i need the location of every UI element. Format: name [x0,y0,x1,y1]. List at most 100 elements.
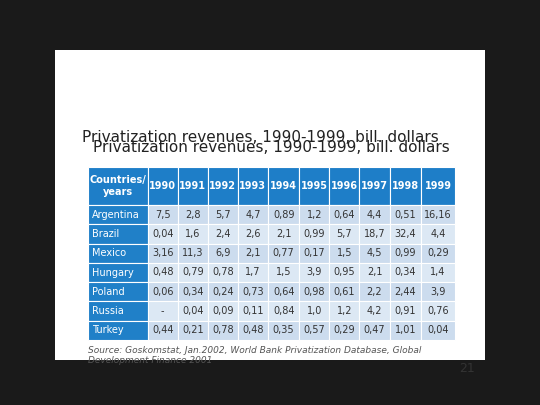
Bar [268,263,299,282]
Text: 0,91: 0,91 [395,306,416,316]
Bar [389,243,421,263]
Text: 0,51: 0,51 [395,210,416,220]
Bar [360,263,389,282]
Text: 1997: 1997 [361,181,388,191]
Bar [329,167,360,205]
Text: 4,4: 4,4 [430,229,445,239]
Text: 1996: 1996 [331,181,358,191]
Text: 1,5: 1,5 [337,248,352,258]
Text: 0,04: 0,04 [182,306,204,316]
Bar [88,321,148,340]
Bar [329,301,360,321]
Bar [360,224,389,243]
Bar [148,243,178,263]
Text: 2,1: 2,1 [245,248,261,258]
Bar [421,224,455,243]
Text: Privatization revenues, 1990-1999, bill. dollars: Privatization revenues, 1990-1999, bill.… [93,140,450,155]
Bar [299,167,329,205]
Text: 1,5: 1,5 [276,267,292,277]
Text: 5,7: 5,7 [336,229,352,239]
Bar [238,301,268,321]
Bar [421,243,455,263]
Text: Privatization revenues, 1990-1999, bill. dollars: Privatization revenues, 1990-1999, bill.… [82,130,438,145]
Text: 1998: 1998 [392,181,419,191]
Bar [389,167,421,205]
Text: 1994: 1994 [270,181,297,191]
Text: 0,79: 0,79 [182,267,204,277]
Bar [208,224,238,243]
Bar [421,205,455,224]
Bar [389,301,421,321]
Text: 0,35: 0,35 [273,325,294,335]
Text: 1,7: 1,7 [245,267,261,277]
Bar [329,282,360,301]
Text: 1,0: 1,0 [307,306,322,316]
Text: Countries/
years: Countries/ years [90,175,146,197]
Text: 6,9: 6,9 [215,248,231,258]
Bar [178,243,208,263]
Text: 2,2: 2,2 [367,287,382,297]
Text: 0,64: 0,64 [334,210,355,220]
Text: Argentina: Argentina [92,210,140,220]
Text: Hungary: Hungary [92,267,134,277]
Text: 0,06: 0,06 [152,287,173,297]
Bar [299,205,329,224]
Bar [148,321,178,340]
Text: 0,17: 0,17 [303,248,325,258]
Bar [268,321,299,340]
Text: 5,7: 5,7 [215,210,231,220]
Bar [421,301,455,321]
Bar [329,321,360,340]
Text: Russia: Russia [92,306,124,316]
Text: 3,9: 3,9 [430,287,445,297]
Bar [421,263,455,282]
Bar [360,243,389,263]
Bar [238,205,268,224]
Bar [299,224,329,243]
Text: 2,6: 2,6 [245,229,261,239]
Text: 0,64: 0,64 [273,287,294,297]
Text: Poland: Poland [92,287,125,297]
Text: 0,04: 0,04 [427,325,449,335]
Bar [360,205,389,224]
Bar [88,224,148,243]
Text: 18,7: 18,7 [364,229,386,239]
Bar [360,167,389,205]
Bar [88,263,148,282]
Text: 2,44: 2,44 [395,287,416,297]
Bar [178,321,208,340]
Bar [238,167,268,205]
Bar [360,321,389,340]
Bar [299,243,329,263]
Text: 0,44: 0,44 [152,325,173,335]
Text: 11,3: 11,3 [182,248,204,258]
Bar [178,167,208,205]
Bar [238,263,268,282]
Bar [389,321,421,340]
Bar [268,243,299,263]
Text: 4,7: 4,7 [245,210,261,220]
Bar [88,243,148,263]
Bar [299,321,329,340]
Bar [178,282,208,301]
Bar [88,301,148,321]
Bar [238,282,268,301]
Bar [299,263,329,282]
Bar [329,243,360,263]
Text: 1995: 1995 [301,181,328,191]
Text: 0,57: 0,57 [303,325,325,335]
Bar [148,263,178,282]
Bar [329,205,360,224]
Bar [389,282,421,301]
Text: 0,34: 0,34 [182,287,204,297]
Text: 7,5: 7,5 [155,210,171,220]
Bar [268,167,299,205]
Text: 0,29: 0,29 [427,248,449,258]
Bar [178,224,208,243]
Text: 0,73: 0,73 [242,287,264,297]
Text: 3,16: 3,16 [152,248,173,258]
Bar [421,321,455,340]
Bar [148,282,178,301]
Bar [268,224,299,243]
Bar [268,205,299,224]
